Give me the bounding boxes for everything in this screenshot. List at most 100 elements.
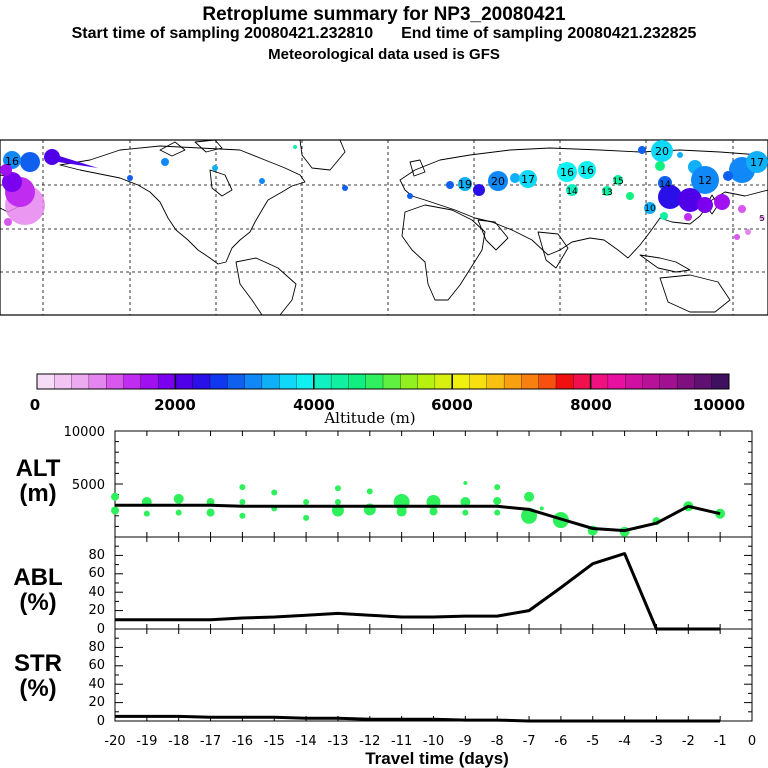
- plume-point: [239, 484, 246, 491]
- plume-marker: [4, 218, 12, 226]
- plume-marker: [127, 175, 133, 181]
- plume-marker: [446, 181, 454, 189]
- colorbar-cell: [590, 373, 609, 390]
- plume-marker: [691, 166, 719, 194]
- colorbar-cell: [400, 373, 419, 390]
- colorbar-cell: [694, 373, 713, 390]
- plume-point: [429, 507, 438, 516]
- plume-marker: [738, 205, 746, 213]
- colorbar-cell: [71, 373, 90, 390]
- x-tick-label: -10: [423, 734, 444, 749]
- abl-y-tick-label: 80: [88, 548, 105, 563]
- str-y-tick-label: 20: [88, 695, 105, 710]
- colorbar-tick-label: 10000: [693, 396, 745, 414]
- colorbar-frame: [36, 373, 730, 390]
- plume-marker: [678, 188, 702, 212]
- x-tick-label: -11: [391, 734, 412, 749]
- series-lines: [115, 503, 721, 723]
- str-ticks: [114, 628, 753, 722]
- colorbar-cell: [36, 373, 55, 390]
- x-tick-label: -4: [618, 734, 631, 749]
- colorbar-cells: [36, 373, 730, 390]
- plume-map: 16 20 17 19 16 16 14 15 13 20 14 17 12 1…: [0, 139, 768, 316]
- colorbar-cell: [676, 373, 695, 390]
- colorbar-cell: [625, 373, 643, 390]
- x-tick-label: -8: [491, 734, 504, 749]
- str-y-tick-label: 80: [88, 640, 105, 655]
- plume-point: [175, 509, 182, 516]
- plume-marker: [644, 202, 656, 214]
- alt-y-tick-label: 5000: [72, 478, 105, 493]
- str-y-tick-label: 0: [97, 714, 105, 729]
- x-tick-label: -1: [714, 734, 727, 749]
- plume-point: [111, 506, 119, 515]
- met-data-label: Meteorological data used is GFS: [268, 46, 500, 63]
- plume-marker: [566, 184, 578, 196]
- alt-series-line: [115, 503, 721, 533]
- plume-point: [239, 499, 246, 506]
- plume-point: [111, 492, 119, 501]
- day-label: 20: [655, 145, 669, 158]
- plume-marker: [488, 171, 508, 191]
- coastlines: [0, 139, 768, 316]
- plume-marker: [0, 164, 12, 176]
- colorbar-cell: [209, 373, 228, 390]
- plume-markers: [0, 140, 768, 240]
- x-tick-labels: -20 -19 -18 -17 -16 -15 -14 -13 -12 -11 -10 -9 -8 -7-…: [104, 734, 756, 749]
- x-tick-label: -13: [327, 734, 348, 749]
- plume-marker: [20, 152, 40, 172]
- plume-marker: [458, 177, 472, 191]
- colorbar-cell: [503, 373, 522, 390]
- colorbar-cell: [555, 373, 574, 390]
- colorbar-cell: [140, 373, 159, 390]
- x-tick-label: -20: [104, 734, 125, 749]
- colorbar-cell: [573, 373, 592, 390]
- plume-trail: [56, 155, 98, 168]
- colorbar-cell: [711, 373, 730, 390]
- str-y-tick-label: 60: [88, 658, 105, 673]
- plume-point: [494, 509, 501, 516]
- plume-marker: [655, 161, 665, 171]
- day-label: 16: [580, 164, 594, 177]
- abl-y-tick-label: 60: [88, 566, 105, 581]
- plume-point: [271, 489, 278, 496]
- plume-marker: [342, 185, 348, 191]
- str-panel-label: STR: [14, 650, 62, 677]
- plume-marker: [759, 215, 765, 221]
- abl-y-tick-label: 0: [97, 622, 105, 637]
- plume-marker: [473, 184, 485, 196]
- colorbar-cell: [123, 373, 142, 390]
- plume-marker: [613, 175, 623, 185]
- colorbar-cell: [382, 373, 401, 390]
- str-y-tick-label: 40: [88, 677, 105, 692]
- plume-marker: [697, 197, 713, 213]
- plume-point: [396, 506, 407, 517]
- colorbar-cell: [296, 373, 315, 390]
- colorbar-cell: [469, 373, 488, 390]
- map-frame: [0, 139, 768, 316]
- abl-panel-frame: [114, 536, 753, 630]
- colorbar-cell: [365, 373, 384, 390]
- x-tick-label: -15: [264, 734, 285, 749]
- map-gridlines: [0, 140, 768, 315]
- altitude-colorbar: 0 2000 4000 6000 8000 10000 Altitude (m): [30, 373, 745, 427]
- day-label: 12: [698, 174, 712, 187]
- x-tick-label: -6: [554, 734, 567, 749]
- day-label: 16: [5, 155, 19, 168]
- abl-y-tick-label: 20: [88, 603, 105, 618]
- plume-point: [494, 484, 501, 491]
- plume-point: [366, 488, 373, 495]
- time-series-panels: -20 -19 -18 -17 -16 -15 -14 -13 -12 -11 -10 -9 -8 -7-…: [13, 425, 756, 768]
- x-tick-label: -2: [682, 734, 695, 749]
- plume-marker: [684, 213, 692, 221]
- day-label: 14: [566, 187, 578, 197]
- day-label: 5: [759, 214, 764, 223]
- plume-marker: [259, 178, 265, 184]
- colorbar-cell: [417, 373, 436, 390]
- str-series-line: [115, 714, 721, 723]
- abl-panel-unit: (%): [19, 589, 56, 616]
- day-label: 13: [601, 188, 612, 198]
- plume-marker: [734, 234, 740, 240]
- x-tick-label: -3: [650, 734, 663, 749]
